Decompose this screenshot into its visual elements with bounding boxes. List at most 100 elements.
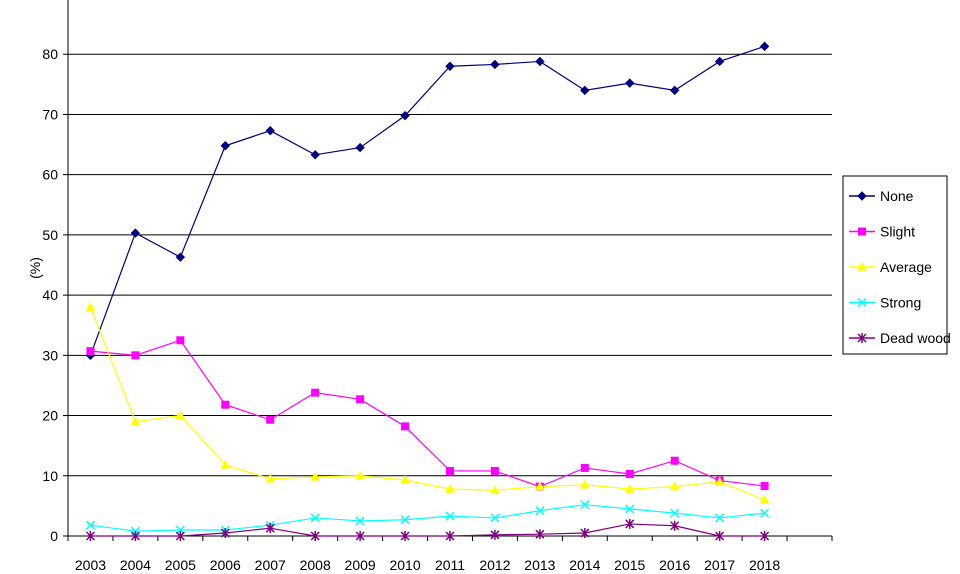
- x-tick-label: 2014: [569, 557, 600, 573]
- series-line-strong: [90, 504, 765, 532]
- legend-label-average: Average: [880, 259, 932, 275]
- data-point-average: [220, 459, 231, 469]
- data-point-average: [624, 483, 635, 493]
- x-tick-label: 2017: [704, 557, 735, 573]
- data-point-dead-wood: [265, 523, 275, 534]
- series-line-dead-wood: [90, 523, 765, 537]
- axes: [63, 0, 833, 541]
- series-line-average: [89, 306, 765, 501]
- data-point-none: [310, 150, 320, 160]
- legend-label-none: None: [880, 188, 914, 204]
- y-tick-label: 0: [50, 528, 58, 544]
- gridlines: [68, 53, 832, 477]
- legend-marker-dead-wood: [857, 333, 867, 343]
- data-point-strong: [310, 513, 320, 523]
- y-tick-label: 20: [42, 408, 58, 424]
- data-point-strong: [85, 520, 96, 530]
- series-average: [85, 302, 770, 504]
- data-point-average: [130, 416, 141, 426]
- y-tick-label: 60: [42, 167, 58, 183]
- data-point-strong: [625, 504, 635, 514]
- data-point-none: [625, 78, 635, 88]
- data-point-none: [265, 125, 275, 136]
- data-point-none: [759, 41, 770, 52]
- x-tick-label: 2016: [659, 557, 690, 573]
- data-point-dead-wood: [85, 531, 96, 541]
- series-slight: [86, 336, 769, 491]
- x-tick-label: 2004: [120, 557, 151, 573]
- data-point-slight: [446, 466, 454, 475]
- data-point-slight: [176, 336, 185, 345]
- data-point-strong: [715, 513, 725, 523]
- x-tick-labels: 2003 2004 2005 2006 2007 2008 2009 2010 2011 2012…: [75, 557, 780, 573]
- x-tick-label: 2008: [300, 557, 331, 573]
- x-tick-label: 2018: [749, 557, 780, 573]
- legend-marker-slight: [858, 227, 866, 236]
- data-point-none: [400, 110, 410, 121]
- data-point-average: [445, 483, 455, 493]
- legend-item-strong: Strong: [849, 295, 921, 311]
- data-point-dead-wood: [535, 529, 545, 540]
- x-tick-label: 2003: [75, 557, 106, 573]
- data-point-strong: [400, 515, 410, 525]
- data-point-strong: [760, 508, 770, 518]
- data-point-average: [85, 302, 96, 311]
- legend-marker-average: [857, 261, 867, 271]
- legend-label-dead-wood: Dead wood: [880, 330, 951, 346]
- legend-marker-none: [857, 191, 867, 201]
- data-point-slight: [311, 388, 320, 397]
- data-point-dead-wood: [760, 531, 770, 541]
- data-point-strong: [445, 511, 455, 521]
- data-point-dead-wood: [130, 531, 140, 541]
- data-point-dead-wood: [580, 527, 590, 538]
- data-point-none: [535, 56, 545, 67]
- data-point-dead-wood: [490, 529, 500, 540]
- x-tick-label: 2011: [435, 557, 465, 573]
- x-tick-label: 2007: [255, 557, 286, 573]
- data-point-none: [669, 85, 680, 96]
- legend: None Slight Average Strong Dead wood: [842, 175, 951, 355]
- x-tick-label: 2012: [479, 557, 510, 573]
- x-tick-label: 2009: [345, 557, 376, 573]
- data-point-average: [714, 476, 725, 486]
- data-point-none: [175, 252, 186, 262]
- data-point-average: [490, 485, 500, 494]
- legend-label-slight: Slight: [880, 224, 915, 240]
- legend-item-slight: Slight: [849, 224, 915, 240]
- data-point-dead-wood: [175, 531, 185, 541]
- y-tick-labels: 0 10 20 30 40 50 60 70 80 90: [42, 0, 58, 544]
- data-point-slight: [221, 400, 230, 409]
- data-point-none: [445, 61, 455, 71]
- data-point-slight: [760, 482, 769, 491]
- series-dead-wood: [85, 518, 770, 541]
- data-point-slight: [490, 466, 499, 475]
- data-point-none: [490, 59, 500, 70]
- data-point-average: [535, 481, 545, 491]
- data-point-slight: [401, 422, 410, 431]
- data-point-average: [310, 471, 321, 481]
- data-point-none: [220, 141, 231, 151]
- y-tick-label: 30: [42, 347, 58, 363]
- data-point-strong: [355, 516, 365, 526]
- data-point-slight: [580, 463, 589, 472]
- data-point-slight: [670, 456, 679, 465]
- data-point-average: [579, 479, 590, 489]
- data-point-slight: [266, 415, 275, 424]
- legend-label-strong: Strong: [880, 295, 921, 311]
- x-tick-label: 2006: [210, 557, 241, 573]
- data-point-average: [759, 494, 770, 504]
- data-point-dead-wood: [355, 531, 365, 541]
- y-tick-label: 50: [42, 227, 58, 243]
- series-strong: [85, 500, 770, 536]
- data-point-dead-wood: [625, 518, 635, 529]
- y-tick-label: 90: [42, 0, 58, 2]
- series-line-slight: [90, 339, 765, 488]
- y-tick-label: 10: [42, 468, 58, 484]
- data-point-strong: [580, 500, 590, 510]
- y-tick-label: 70: [42, 106, 58, 122]
- legend-item-dead-wood: Dead wood: [849, 330, 951, 346]
- data-point-strong: [670, 508, 680, 518]
- data-point-dead-wood: [445, 531, 455, 541]
- series-layer: [85, 41, 770, 541]
- data-point-dead-wood: [310, 531, 320, 541]
